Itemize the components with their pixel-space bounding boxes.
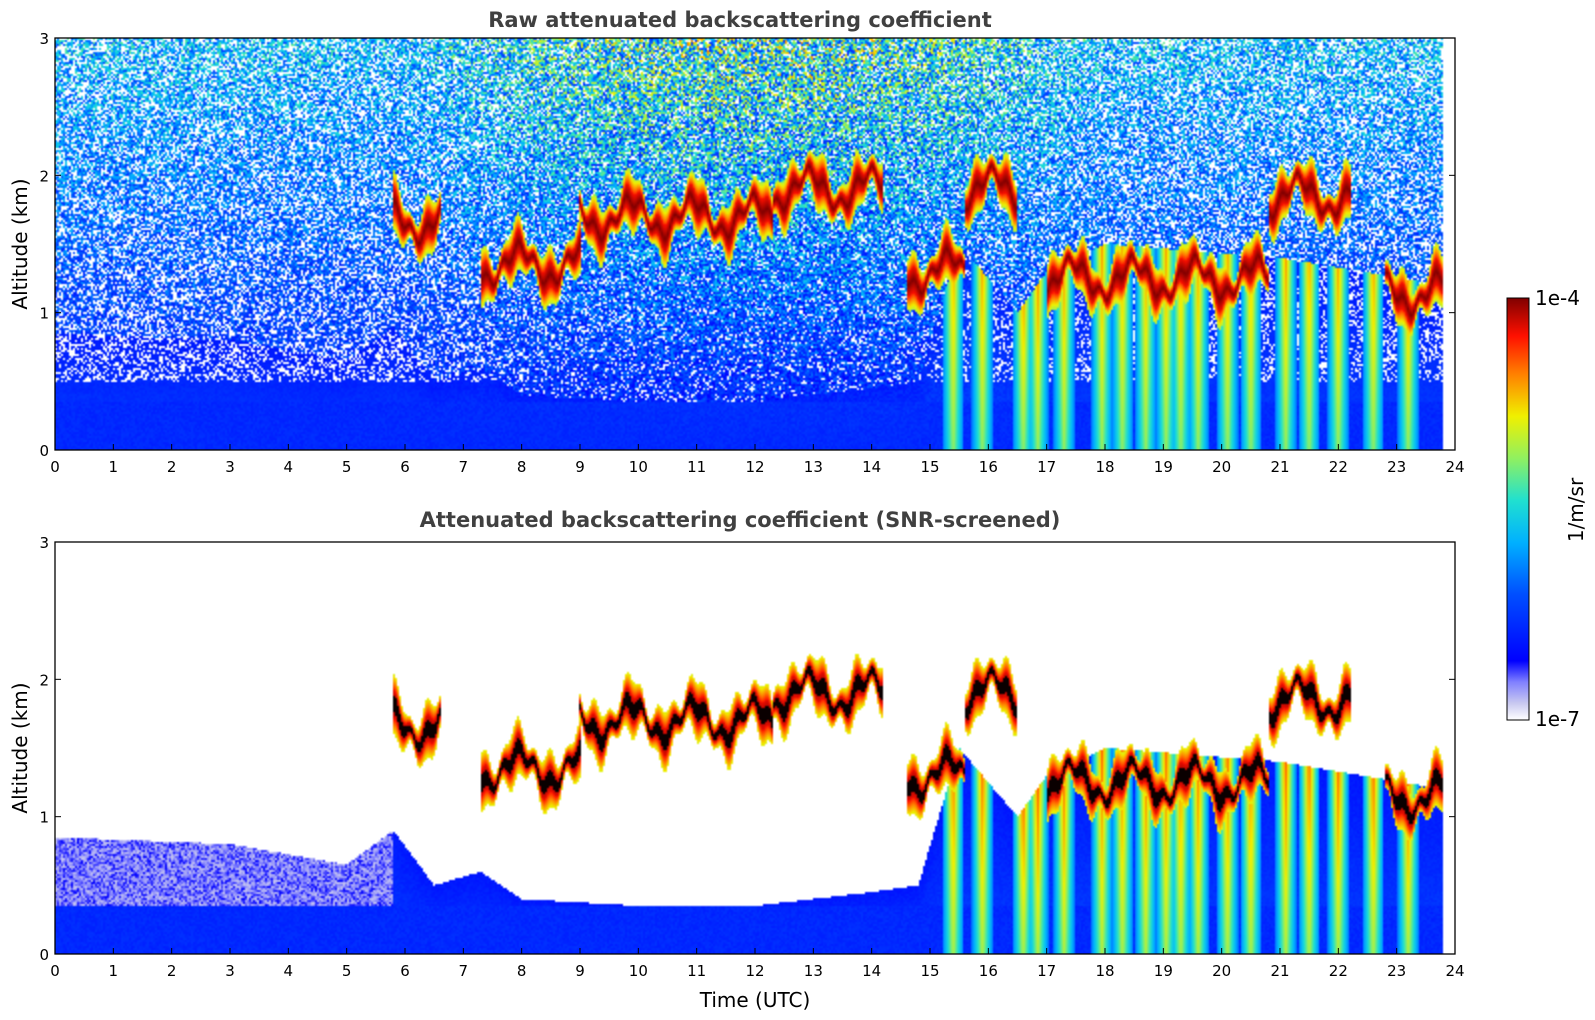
x-tick-label: 17 [1037,962,1056,980]
x-tick-label: 3 [225,458,235,476]
panel-1-ylabel: Altitude (km) [8,178,32,309]
x-tick-label: 10 [629,458,648,476]
x-tick-label: 10 [629,962,648,980]
panel-2-xlabel: Time (UTC) [699,988,811,1012]
x-tick-label: 1 [109,458,119,476]
y-tick-label: 0 [39,442,49,460]
x-tick-label: 16 [979,458,998,476]
panel-1-heatmap-image [55,38,1455,450]
x-tick-label: 7 [459,962,469,980]
colorbar-max-label: 1e-4 [1535,286,1580,310]
x-tick-label: 4 [284,458,294,476]
x-tick-label: 11 [687,962,706,980]
panel-2-x-axis: 0 1 2 3 4 5 6 7 8 9 10 11 12 13 14 15 16 17 18 19 20 21 22 23 24 [50,948,1465,980]
x-tick-label: 7 [459,458,469,476]
x-tick-label: 6 [400,458,410,476]
x-tick-label: 0 [50,458,60,476]
x-tick-label: 12 [745,962,764,980]
x-tick-label: 23 [1387,962,1406,980]
x-tick-label: 6 [400,962,410,980]
x-tick-label: 12 [745,458,764,476]
x-tick-label: 8 [517,962,527,980]
x-tick-label: 0 [50,962,60,980]
panel-2-heatmap-image [55,542,1455,954]
panel-2-ylabel: Altitude (km) [8,682,32,813]
x-tick-label: 18 [1095,962,1114,980]
x-tick-label: 24 [1445,458,1464,476]
x-tick-label: 16 [979,962,998,980]
x-tick-label: 9 [575,458,585,476]
colorbar-min-label: 1e-7 [1535,707,1580,731]
x-tick-label: 15 [920,962,939,980]
panel-1-title: Raw attenuated backscattering coefficien… [488,8,992,32]
x-tick-label: 17 [1037,458,1056,476]
panel-1-heatmap [55,38,1455,450]
y-tick-label: 2 [39,167,49,185]
x-tick-label: 2 [167,458,177,476]
panel-screened: Attenuated backscattering coefficient (S… [8,508,1465,1012]
x-tick-label: 5 [342,458,352,476]
x-tick-label: 1 [109,962,119,980]
panel-2-heatmap [55,542,1455,954]
x-tick-label: 19 [1154,458,1173,476]
x-tick-label: 20 [1212,458,1231,476]
x-tick-label: 14 [862,962,881,980]
colorbar-unit-label: 1/m/sr [1564,477,1588,542]
x-tick-label: 14 [862,458,881,476]
x-tick-label: 15 [920,458,939,476]
y-tick-label: 1 [39,305,49,323]
x-tick-label: 18 [1095,458,1114,476]
x-tick-label: 20 [1212,962,1231,980]
panel-1-x-axis: 0 1 2 3 4 5 6 7 8 9 10 11 12 13 14 15 16 17 18 19 20 21 22 23 24 [50,444,1465,476]
x-tick-label: 24 [1445,962,1464,980]
panel-2-title: Attenuated backscattering coefficient (S… [420,508,1061,532]
x-tick-label: 8 [517,458,527,476]
x-tick-label: 11 [687,458,706,476]
x-tick-label: 9 [575,962,585,980]
y-tick-label: 3 [39,30,49,48]
panel-2-y-axis: 0 1 2 3 [39,534,1455,964]
x-tick-label: 23 [1387,458,1406,476]
panel-raw: Raw attenuated backscattering coefficien… [8,8,1465,476]
x-tick-label: 19 [1154,962,1173,980]
y-tick-label: 2 [39,671,49,689]
x-tick-label: 22 [1329,962,1348,980]
x-tick-label: 2 [167,962,177,980]
x-tick-label: 13 [804,962,823,980]
colorbar: 1e-4 1e-7 1/m/sr [1506,286,1588,731]
x-tick-label: 3 [225,962,235,980]
x-tick-label: 13 [804,458,823,476]
x-tick-label: 4 [284,962,294,980]
panel-1-y-axis: 0 1 2 3 [39,30,1455,460]
x-tick-label: 21 [1270,458,1289,476]
y-tick-label: 3 [39,534,49,552]
x-tick-label: 5 [342,962,352,980]
x-tick-label: 21 [1270,962,1289,980]
y-tick-label: 0 [39,946,49,964]
colorbar-gradient [1506,297,1530,721]
x-tick-label: 22 [1329,458,1348,476]
y-tick-label: 1 [39,809,49,827]
